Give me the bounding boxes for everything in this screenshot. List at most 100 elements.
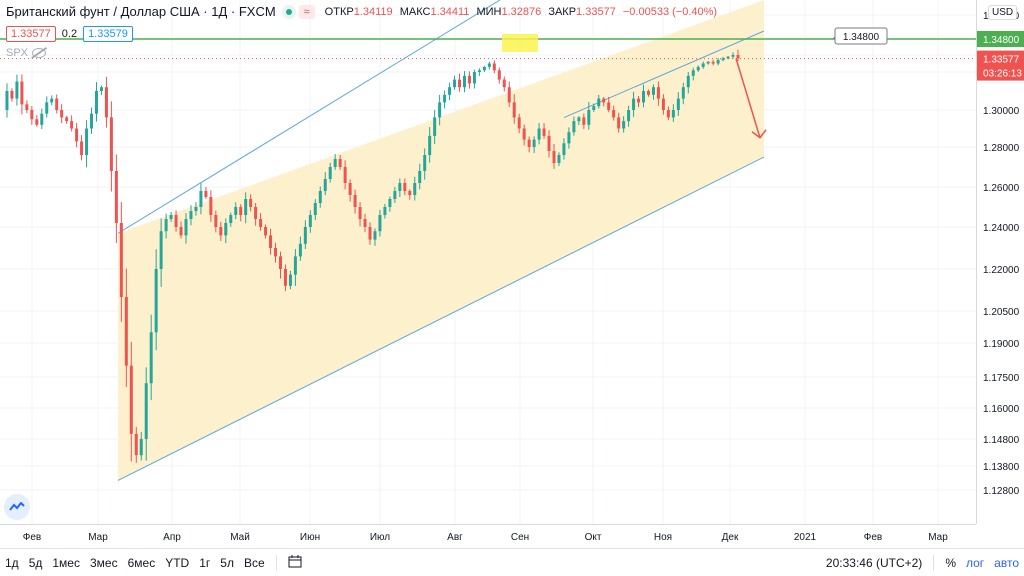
percent-toggle[interactable]: % [945,555,956,570]
candle-body [646,91,650,95]
range-5y-button[interactable]: 5л [220,555,234,570]
auto-toggle[interactable]: авто [994,555,1019,570]
price-chart[interactable]: 1.34800 [0,0,976,524]
candle-body [622,121,626,129]
range-3m-button[interactable]: 3мес [89,555,118,570]
market-status-icon[interactable] [281,4,296,19]
sell-price-button[interactable]: 1.33577 [6,26,56,42]
range-1d-button[interactable]: 1д [5,555,19,570]
candle-body [557,155,561,163]
time-axis[interactable]: Фев Мар Апр Май Июн Июл Авг Сен Окт Ноя Дек 2021 Фев… [0,524,976,546]
price-axis[interactable]: 1.360001.340001.320001.300001.280001.260… [976,0,1024,524]
candle-body [94,91,98,114]
candle-body [438,102,442,118]
tradingview-logo-icon[interactable] [4,494,30,520]
range-ytd-button[interactable]: YTD [165,555,190,570]
candle-body [179,227,183,236]
candle-body [542,128,546,136]
candle-body [651,87,655,95]
last-price-tag [977,50,1024,81]
hidden-eye-icon[interactable] [32,48,47,58]
candle-body [50,98,54,103]
candle-body [522,128,526,140]
go-to-date-icon[interactable] [283,554,307,571]
indicator-label[interactable]: SPX [6,47,29,59]
candle-body [124,297,128,366]
clock-timezone[interactable]: 20:33:46 (UTC+2) [825,555,923,570]
price-tick-label: 1.19000 [983,339,1020,350]
candle-body [358,207,362,219]
compare-icon[interactable]: ≈ [298,4,315,19]
callout-label: 1.34800 [843,32,880,43]
candle-body [552,151,556,163]
candle-body [562,143,566,155]
candle-body [308,215,312,227]
candle-body [368,227,372,240]
candle-body [139,439,143,456]
candle-body [249,199,253,207]
candle-body [373,231,377,240]
resistance-callout: 1.34800 [832,27,888,45]
range-1y-button[interactable]: 1г [199,555,211,570]
candle-body [547,135,551,151]
price-tick-label: 1.30000 [983,106,1020,117]
price-tick-label: 1.20500 [983,307,1020,318]
candle-body [298,243,302,257]
candle-body [532,139,536,147]
candle-body [80,141,84,155]
candle-body [602,98,606,103]
buy-price-button[interactable]: 1.33579 [83,26,133,42]
last-price-text: 1.33577 [983,55,1020,66]
candle-body [696,66,700,71]
price-tick-label: 1.28000 [983,143,1020,154]
candle-body [85,128,89,155]
candle-body [572,121,576,133]
candle-body [328,167,332,179]
range-all-button[interactable]: Все [243,555,265,570]
candle-body [453,79,457,88]
candle-body [393,191,397,199]
log-toggle[interactable]: лог [965,555,985,570]
candle-body [99,87,103,91]
candle-body [433,117,437,136]
candle-body [318,191,322,203]
range-1m-button[interactable]: 1мес [52,555,80,570]
currency-button[interactable]: USD [988,5,1018,20]
candle-body [144,383,148,439]
candle-body [492,63,496,71]
price-axis-scale[interactable]: 1.360001.340001.320001.300001.280001.260… [977,0,1024,524]
candle-body [383,207,387,215]
symbol-title[interactable]: Британский фунт / Доллар США · 1Д · FXCM [6,4,276,19]
time-tick-label: Апр [163,532,181,543]
candle-body [303,227,307,244]
forecast-arrow-head [751,129,767,139]
candle-body [666,110,670,118]
candle-body [254,207,258,219]
candle-body [398,183,402,191]
ohlc-values: ОТКР1.34119 МАКС1.34411 МИН1.32876 ЗАКР1… [325,6,721,18]
candle-body [129,365,133,434]
time-tick-label: Сен [511,532,529,543]
price-tick-label: 1.17500 [983,373,1020,384]
chart-area[interactable]: 1.34800 Британский фунт / Доллар США · 1… [0,0,976,524]
candle-body [617,117,621,129]
candle-body [502,79,506,88]
candle-body [40,113,44,125]
range-6m-button[interactable]: 6мес [127,555,156,570]
candle-body [75,128,79,142]
candle-body [109,117,113,171]
time-tick-label: Фев [864,532,882,543]
time-axis-scale[interactable]: Фев Мар Апр Май Июн Июл Авг Сен Окт Ноя Дек 2021 Фев… [0,525,976,547]
candle-body [259,219,263,227]
candle-body [154,269,158,333]
candle-body [403,183,407,191]
candle-body [313,203,317,215]
candle-body [5,91,9,110]
candle-body [642,91,646,103]
time-tick-label: Мар [928,532,948,543]
time-tick-label: Окт [585,532,602,543]
candle-body [219,227,223,236]
candle-body [413,183,417,195]
range-5d-button[interactable]: 5д [28,555,43,570]
candle-body [264,227,268,236]
